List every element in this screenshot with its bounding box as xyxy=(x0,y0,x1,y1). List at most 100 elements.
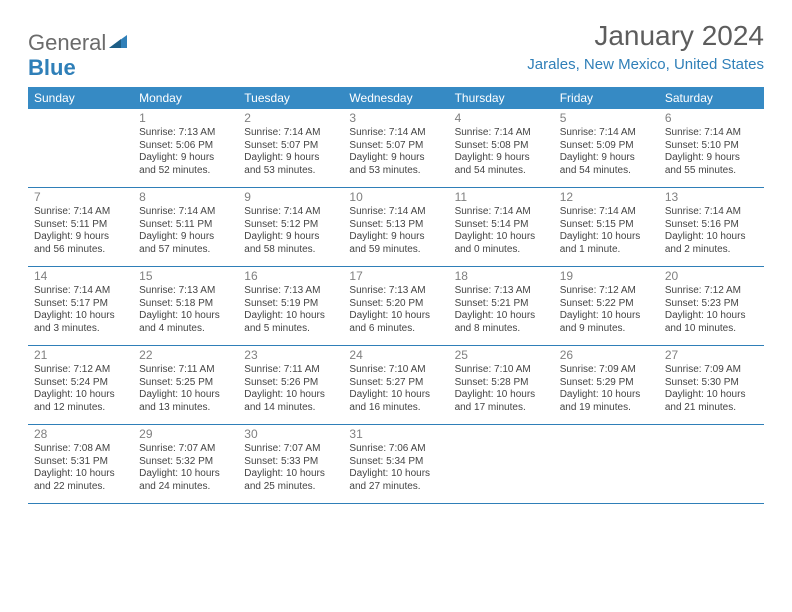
sunrise-text: Sunrise: 7:14 AM xyxy=(139,206,232,219)
brand-sail-icon xyxy=(108,29,128,55)
week-row: 1Sunrise: 7:13 AMSunset: 5:06 PMDaylight… xyxy=(28,109,764,188)
day-number: 29 xyxy=(139,427,232,442)
daylight-text: Daylight: 10 hours xyxy=(560,389,653,402)
day-number: 27 xyxy=(665,348,758,363)
empty-cell xyxy=(449,425,554,503)
sunrise-text: Sunrise: 7:14 AM xyxy=(560,206,653,219)
day-cell: 7Sunrise: 7:14 AMSunset: 5:11 PMDaylight… xyxy=(28,188,133,266)
brand-blue: Blue xyxy=(28,55,76,81)
day-cell: 21Sunrise: 7:12 AMSunset: 5:24 PMDayligh… xyxy=(28,346,133,424)
daylight-text: Daylight: 10 hours xyxy=(139,389,232,402)
sunrise-text: Sunrise: 7:14 AM xyxy=(560,127,653,140)
sunset-text: Sunset: 5:34 PM xyxy=(349,456,442,469)
day-number: 9 xyxy=(244,190,337,205)
day-cell: 1Sunrise: 7:13 AMSunset: 5:06 PMDaylight… xyxy=(133,109,238,187)
day-number: 30 xyxy=(244,427,337,442)
day-cell: 30Sunrise: 7:07 AMSunset: 5:33 PMDayligh… xyxy=(238,425,343,503)
sunset-text: Sunset: 5:18 PM xyxy=(139,298,232,311)
sunset-text: Sunset: 5:11 PM xyxy=(34,219,127,232)
daylight-text: and 10 minutes. xyxy=(665,323,758,336)
daylight-text: and 0 minutes. xyxy=(455,244,548,257)
day-number: 6 xyxy=(665,111,758,126)
daylight-text: and 53 minutes. xyxy=(244,165,337,178)
sunrise-text: Sunrise: 7:14 AM xyxy=(665,206,758,219)
daylight-text: Daylight: 10 hours xyxy=(665,389,758,402)
dow-header: Thursday xyxy=(449,87,554,109)
daylight-text: Daylight: 10 hours xyxy=(34,389,127,402)
daylight-text: Daylight: 10 hours xyxy=(560,231,653,244)
daylight-text: and 21 minutes. xyxy=(665,402,758,415)
day-cell: 22Sunrise: 7:11 AMSunset: 5:25 PMDayligh… xyxy=(133,346,238,424)
daylight-text: Daylight: 9 hours xyxy=(560,152,653,165)
sunrise-text: Sunrise: 7:10 AM xyxy=(349,364,442,377)
sunset-text: Sunset: 5:14 PM xyxy=(455,219,548,232)
sunset-text: Sunset: 5:19 PM xyxy=(244,298,337,311)
day-cell: 14Sunrise: 7:14 AMSunset: 5:17 PMDayligh… xyxy=(28,267,133,345)
daylight-text: Daylight: 10 hours xyxy=(244,468,337,481)
day-cell: 29Sunrise: 7:07 AMSunset: 5:32 PMDayligh… xyxy=(133,425,238,503)
sunset-text: Sunset: 5:31 PM xyxy=(34,456,127,469)
sunrise-text: Sunrise: 7:14 AM xyxy=(349,206,442,219)
sunrise-text: Sunrise: 7:11 AM xyxy=(139,364,232,377)
sunset-text: Sunset: 5:17 PM xyxy=(34,298,127,311)
day-number: 16 xyxy=(244,269,337,284)
daylight-text: and 16 minutes. xyxy=(349,402,442,415)
daylight-text: Daylight: 9 hours xyxy=(349,231,442,244)
sunrise-text: Sunrise: 7:07 AM xyxy=(244,443,337,456)
day-number: 14 xyxy=(34,269,127,284)
day-cell: 27Sunrise: 7:09 AMSunset: 5:30 PMDayligh… xyxy=(659,346,764,424)
sunset-text: Sunset: 5:16 PM xyxy=(665,219,758,232)
day-number: 17 xyxy=(349,269,442,284)
daylight-text: Daylight: 9 hours xyxy=(139,152,232,165)
day-cell: 23Sunrise: 7:11 AMSunset: 5:26 PMDayligh… xyxy=(238,346,343,424)
sunset-text: Sunset: 5:06 PM xyxy=(139,140,232,153)
day-cell: 4Sunrise: 7:14 AMSunset: 5:08 PMDaylight… xyxy=(449,109,554,187)
daylight-text: and 12 minutes. xyxy=(34,402,127,415)
sunset-text: Sunset: 5:25 PM xyxy=(139,377,232,390)
sunset-text: Sunset: 5:07 PM xyxy=(244,140,337,153)
sunset-text: Sunset: 5:08 PM xyxy=(455,140,548,153)
day-number: 26 xyxy=(560,348,653,363)
sunset-text: Sunset: 5:32 PM xyxy=(139,456,232,469)
sunset-text: Sunset: 5:23 PM xyxy=(665,298,758,311)
weeks-container: 1Sunrise: 7:13 AMSunset: 5:06 PMDaylight… xyxy=(28,109,764,504)
daylight-text: and 6 minutes. xyxy=(349,323,442,336)
week-row: 14Sunrise: 7:14 AMSunset: 5:17 PMDayligh… xyxy=(28,267,764,346)
sunrise-text: Sunrise: 7:14 AM xyxy=(244,127,337,140)
sunrise-text: Sunrise: 7:09 AM xyxy=(560,364,653,377)
sunrise-text: Sunrise: 7:14 AM xyxy=(455,206,548,219)
sunset-text: Sunset: 5:09 PM xyxy=(560,140,653,153)
day-number: 18 xyxy=(455,269,548,284)
dow-header: Sunday xyxy=(28,87,133,109)
day-number: 28 xyxy=(34,427,127,442)
sunrise-text: Sunrise: 7:14 AM xyxy=(34,285,127,298)
daylight-text: Daylight: 10 hours xyxy=(349,389,442,402)
daylight-text: and 4 minutes. xyxy=(139,323,232,336)
daylight-text: Daylight: 9 hours xyxy=(665,152,758,165)
sunrise-text: Sunrise: 7:07 AM xyxy=(139,443,232,456)
day-cell: 31Sunrise: 7:06 AMSunset: 5:34 PMDayligh… xyxy=(343,425,448,503)
daylight-text: Daylight: 10 hours xyxy=(34,310,127,323)
sunset-text: Sunset: 5:11 PM xyxy=(139,219,232,232)
dow-header: Tuesday xyxy=(238,87,343,109)
sunset-text: Sunset: 5:26 PM xyxy=(244,377,337,390)
daylight-text: and 14 minutes. xyxy=(244,402,337,415)
daylight-text: and 22 minutes. xyxy=(34,481,127,494)
day-number: 20 xyxy=(665,269,758,284)
day-cell: 20Sunrise: 7:12 AMSunset: 5:23 PMDayligh… xyxy=(659,267,764,345)
dow-header: Saturday xyxy=(659,87,764,109)
sunset-text: Sunset: 5:10 PM xyxy=(665,140,758,153)
day-cell: 17Sunrise: 7:13 AMSunset: 5:20 PMDayligh… xyxy=(343,267,448,345)
title-block: January 2024 Jarales, New Mexico, United… xyxy=(527,20,764,73)
sunrise-text: Sunrise: 7:12 AM xyxy=(560,285,653,298)
day-cell: 26Sunrise: 7:09 AMSunset: 5:29 PMDayligh… xyxy=(554,346,659,424)
day-of-week-row: SundayMondayTuesdayWednesdayThursdayFrid… xyxy=(28,87,764,109)
day-cell: 12Sunrise: 7:14 AMSunset: 5:15 PMDayligh… xyxy=(554,188,659,266)
sunset-text: Sunset: 5:07 PM xyxy=(349,140,442,153)
day-number: 11 xyxy=(455,190,548,205)
day-cell: 13Sunrise: 7:14 AMSunset: 5:16 PMDayligh… xyxy=(659,188,764,266)
sunrise-text: Sunrise: 7:06 AM xyxy=(349,443,442,456)
day-number: 25 xyxy=(455,348,548,363)
day-cell: 5Sunrise: 7:14 AMSunset: 5:09 PMDaylight… xyxy=(554,109,659,187)
daylight-text: and 19 minutes. xyxy=(560,402,653,415)
